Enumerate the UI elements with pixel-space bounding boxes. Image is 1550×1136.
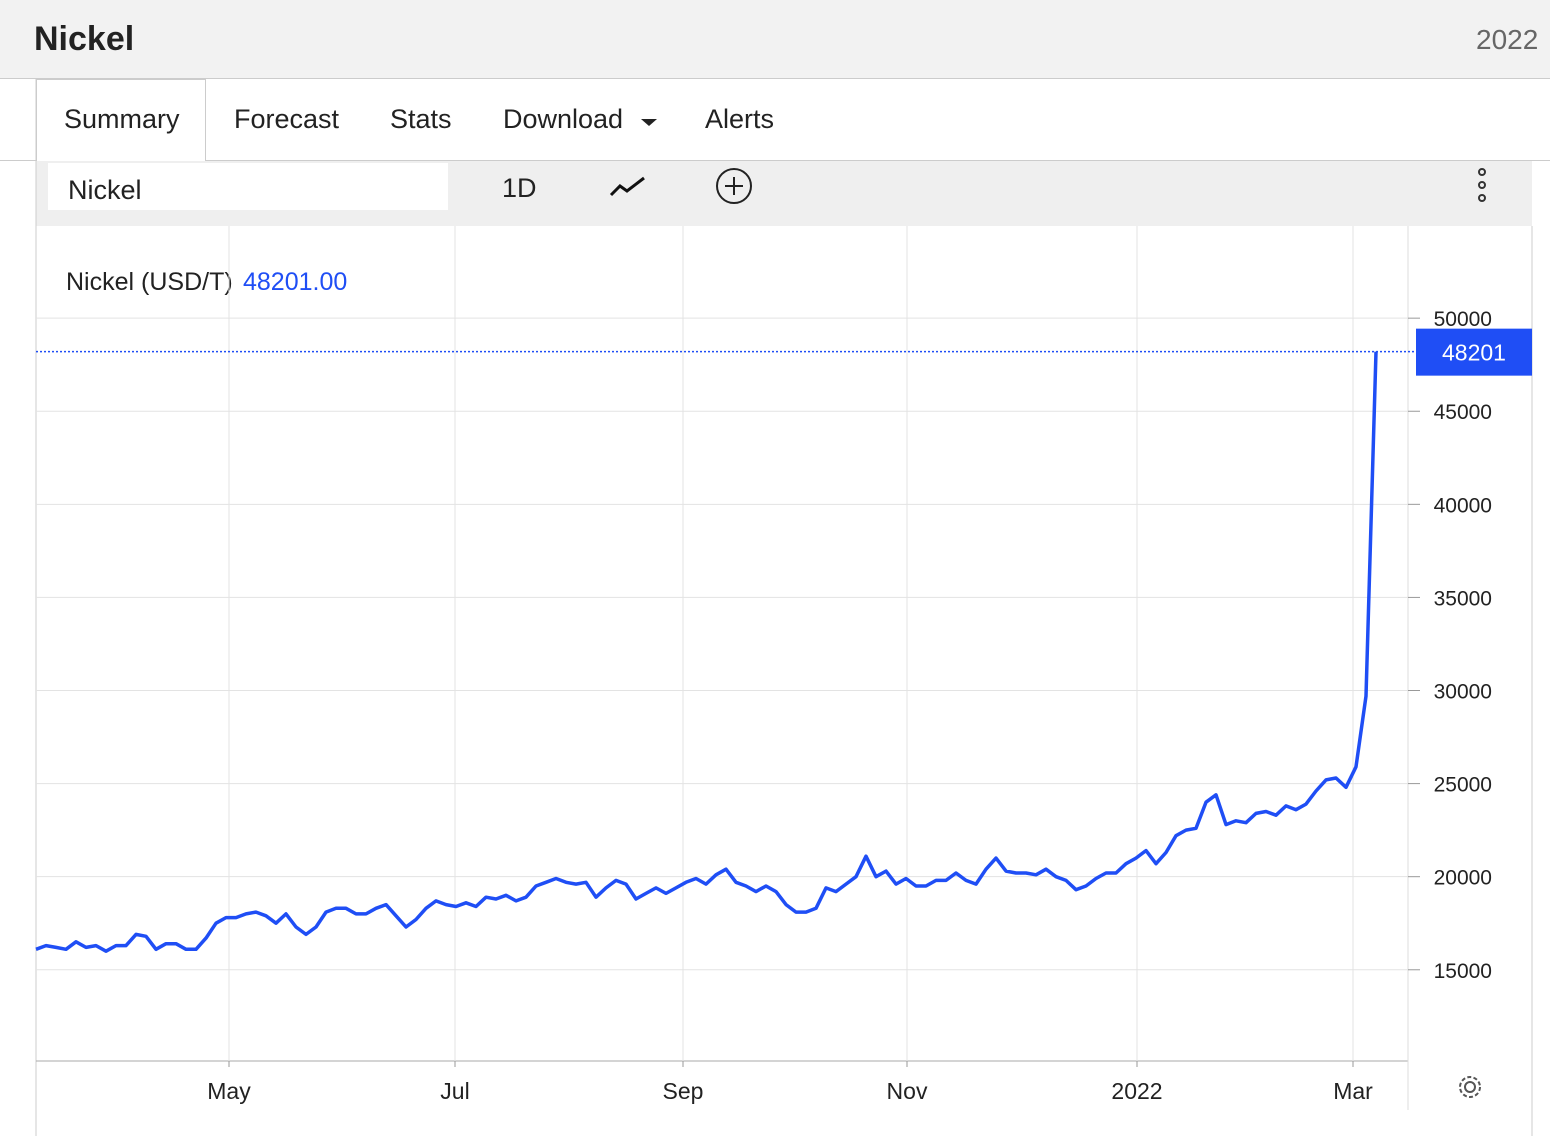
tab-border bbox=[0, 160, 1550, 161]
y-tick-label: 20000 bbox=[1434, 867, 1492, 890]
x-tick-label: Nov bbox=[887, 1078, 928, 1104]
legend-value: 48201.00 bbox=[243, 268, 347, 296]
tab[interactable]: Download bbox=[503, 104, 624, 134]
x-tick-label: May bbox=[207, 1078, 251, 1104]
header bbox=[0, 0, 1550, 79]
page-title: Nickel bbox=[34, 20, 135, 58]
x-tick-label: Jul bbox=[440, 1078, 469, 1104]
header-date: 2022 bbox=[1476, 24, 1539, 55]
x-tick-label: 2022 bbox=[1111, 1078, 1162, 1104]
y-tick-label: 35000 bbox=[1434, 587, 1492, 610]
x-tick-label: Mar bbox=[1333, 1078, 1373, 1104]
symbol-input[interactable] bbox=[48, 163, 448, 210]
add-icon-plus bbox=[725, 177, 743, 195]
y-tick-label: 45000 bbox=[1434, 401, 1492, 424]
last-price-label: 48201 bbox=[1442, 340, 1506, 366]
y-tick-label: 15000 bbox=[1434, 960, 1492, 983]
add-icon[interactable] bbox=[716, 168, 752, 204]
tab[interactable]: Summary bbox=[64, 104, 180, 134]
x-tick-label: Sep bbox=[663, 1078, 704, 1104]
last-price-box bbox=[1416, 328, 1532, 376]
interval-button[interactable]: 1D bbox=[502, 173, 537, 203]
y-tick-label: 50000 bbox=[1434, 308, 1492, 331]
tab[interactable]: Stats bbox=[390, 104, 452, 134]
legend-name: Nickel (USD/T) bbox=[66, 268, 233, 296]
y-tick-label: 40000 bbox=[1434, 494, 1492, 517]
y-tick-label: 25000 bbox=[1434, 774, 1492, 797]
chart-type-icon[interactable] bbox=[609, 176, 645, 197]
y-tick-label: 30000 bbox=[1434, 681, 1492, 704]
menu-icon[interactable] bbox=[1478, 168, 1486, 202]
dropdown-arrow bbox=[641, 119, 657, 126]
settings-icon[interactable] bbox=[1459, 1076, 1481, 1098]
tab[interactable]: Forecast bbox=[234, 104, 340, 134]
symbol-text: Nickel bbox=[68, 175, 142, 205]
tab[interactable]: Alerts bbox=[705, 104, 775, 134]
price-line bbox=[35, 351, 1378, 953]
